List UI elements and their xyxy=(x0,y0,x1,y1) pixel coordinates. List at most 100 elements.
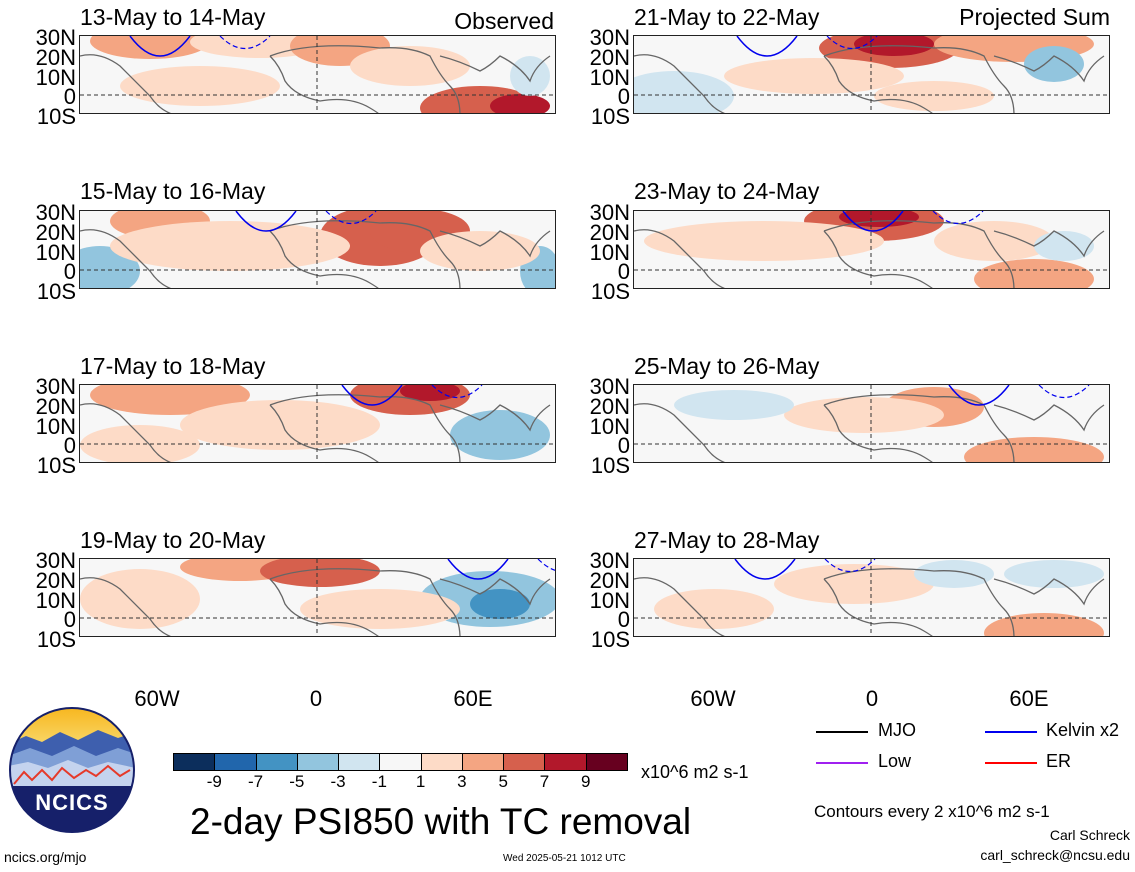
colorbar-tick-label: 9 xyxy=(580,772,591,791)
lat-label-10n: 10N xyxy=(35,413,76,439)
legend-kelvin-label: Kelvin x2 xyxy=(1046,720,1120,740)
colorbar-swatch xyxy=(173,753,216,771)
coastline xyxy=(823,55,933,113)
lat-label-0: 0 xyxy=(63,433,76,459)
lat-label-30n: 30N xyxy=(589,548,630,573)
main-title: 2-day PSI850 with TC removal xyxy=(190,801,692,842)
lon-label-60e-left: 60E xyxy=(453,686,493,711)
kelvin-contour-negative xyxy=(932,211,984,225)
timestamp: Wed 2025-05-21 1012 UTC xyxy=(503,853,626,864)
lat-label-10s: 10S xyxy=(36,104,76,130)
anomaly-patch xyxy=(1034,231,1094,261)
lon-label-0-left: 0 xyxy=(309,686,323,711)
coastline xyxy=(823,230,933,288)
kelvin-contour-negative xyxy=(1038,385,1090,399)
map-panel-8 xyxy=(633,558,1110,637)
kelvin-contour xyxy=(447,559,509,580)
colorbar-swatch xyxy=(338,753,381,771)
lat-label-10n: 10N xyxy=(35,239,76,265)
colorbar-swatch xyxy=(379,753,422,771)
map-panel-1 xyxy=(79,35,556,114)
anomaly-patch xyxy=(934,221,1054,261)
lat-label-30n: 30N xyxy=(589,374,630,399)
site-link[interactable]: ncics.org/mjo xyxy=(4,849,87,865)
anomaly-patch xyxy=(450,410,550,460)
coastline xyxy=(439,230,551,258)
coastline xyxy=(823,45,1015,113)
panel-title-7: 19-May to 20-May xyxy=(80,527,266,553)
panel-title-2: 21-May to 22-May xyxy=(634,4,820,30)
map-panel-5 xyxy=(79,384,556,463)
colorbar-tick-label: 3 xyxy=(457,772,467,791)
lon-label-60w-left: 60W xyxy=(134,686,180,711)
colorbar-tick-label: -5 xyxy=(289,772,305,791)
colorbar-tick-label: 7 xyxy=(539,772,550,791)
kelvin-contour xyxy=(842,211,904,232)
anomaly-patch xyxy=(644,221,884,261)
lat-label-20n: 20N xyxy=(589,44,630,70)
lat-label-0: 0 xyxy=(63,259,76,285)
coastline xyxy=(439,55,551,83)
kelvin-contour xyxy=(736,36,798,57)
map-panel-7 xyxy=(79,558,556,637)
anomaly-patch xyxy=(80,425,200,462)
lat-label-10s: 10S xyxy=(36,279,76,305)
legend-low-label: Low xyxy=(878,751,912,771)
anomaly-patch xyxy=(110,221,350,271)
legend-er-line xyxy=(985,762,1037,764)
anomaly-patch xyxy=(350,46,470,86)
lat-label-10n: 10N xyxy=(589,587,630,613)
email-link[interactable]: carl_schreck@ncsu.edu xyxy=(980,847,1130,863)
lat-label-30n: 30N xyxy=(589,25,630,50)
coastline xyxy=(439,404,551,432)
coastline xyxy=(993,404,1105,432)
contour-note: Contours every 2 x10^6 m2 s-1 xyxy=(814,802,1050,821)
legend-er-label: ER xyxy=(1046,751,1072,771)
anomaly-patch xyxy=(774,564,934,604)
ncics-logo[interactable]: NCICS xyxy=(8,706,136,834)
lat-label-10n: 10N xyxy=(589,64,630,90)
coastline xyxy=(269,578,379,636)
colorbar-swatch xyxy=(544,753,587,771)
lat-label-10n: 10N xyxy=(35,587,76,613)
lat-label-10s: 10S xyxy=(590,104,630,130)
lat-label-10s: 10S xyxy=(590,279,630,305)
colorbar-swatch xyxy=(503,753,546,771)
lat-label-10s: 10S xyxy=(590,627,630,653)
anomaly-patch xyxy=(874,81,994,111)
lon-label-60e-right: 60E xyxy=(1009,686,1049,711)
coastline xyxy=(80,229,172,288)
legend-mjo-label: MJO xyxy=(878,720,916,740)
coastline xyxy=(993,55,1105,83)
panel-tag-projected: Projected Sum xyxy=(959,4,1110,30)
colorbar-tick-label: -1 xyxy=(371,772,387,791)
lat-label-10n: 10N xyxy=(35,64,76,90)
legend-low-line xyxy=(816,762,868,764)
colorbar-swatch xyxy=(214,753,257,771)
lat-label-30n: 30N xyxy=(35,200,76,225)
colorbar-tick-label: 5 xyxy=(498,772,508,791)
lat-label-0: 0 xyxy=(63,607,76,633)
colorbar-tick-label: -9 xyxy=(206,772,222,791)
coastline xyxy=(634,229,726,288)
lat-label-0: 0 xyxy=(617,433,630,459)
coastline xyxy=(269,45,461,113)
anomaly-patch xyxy=(1004,560,1104,588)
coastline xyxy=(634,403,726,462)
lat-label-20n: 20N xyxy=(35,567,76,593)
lat-label-20n: 20N xyxy=(35,44,76,70)
lon-label-60w-right: 60W xyxy=(690,686,736,711)
ncics-logo-text: NCICS xyxy=(35,790,109,815)
legend-kelvin-line xyxy=(985,731,1037,733)
coastline xyxy=(823,394,1015,462)
colorbar-labels: -9 -7 -5 -3 -1 1 3 5 7 9 xyxy=(173,772,627,794)
lat-label-20n: 20N xyxy=(589,567,630,593)
lat-label-10n: 10N xyxy=(589,239,630,265)
coastline xyxy=(634,54,726,113)
lat-label-0: 0 xyxy=(617,84,630,110)
coastline xyxy=(80,54,172,113)
anomaly-patch xyxy=(180,400,380,450)
anomaly-patch xyxy=(300,589,460,629)
kelvin-contour-negative xyxy=(824,559,876,573)
panel-title-1: 13-May to 14-May xyxy=(80,4,266,30)
